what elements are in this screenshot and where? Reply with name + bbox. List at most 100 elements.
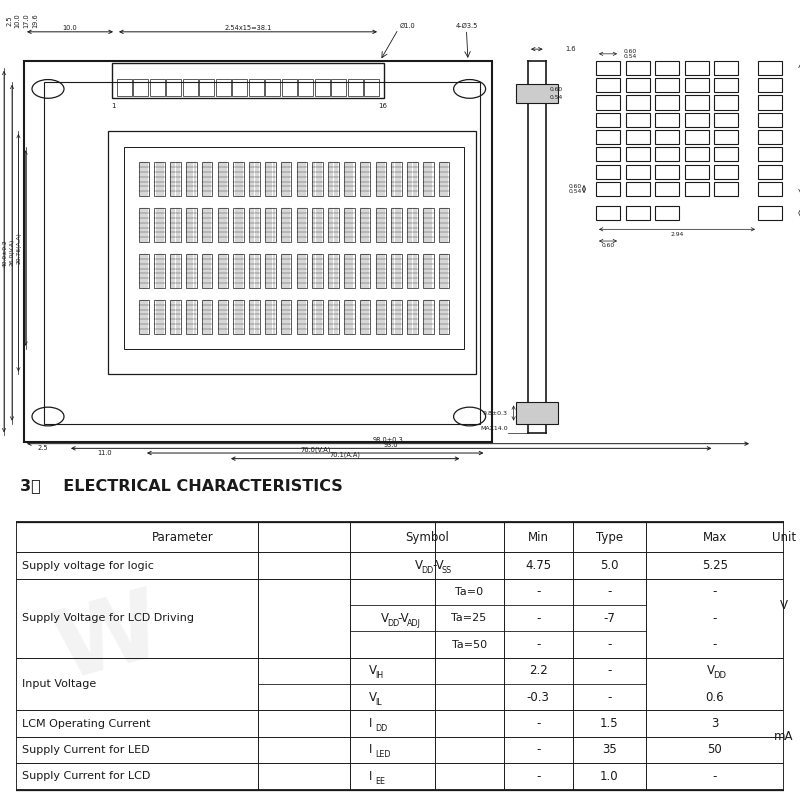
Text: 17.0: 17.0 — [23, 14, 30, 29]
Bar — [170, 254, 181, 288]
Bar — [186, 300, 197, 334]
Bar — [391, 162, 402, 196]
Bar — [596, 130, 620, 144]
Bar — [655, 61, 679, 75]
Text: V: V — [370, 690, 378, 704]
Text: Ø1.0: Ø1.0 — [400, 22, 416, 29]
Bar — [758, 95, 782, 110]
Text: -V: -V — [398, 612, 410, 625]
Text: -: - — [536, 638, 541, 651]
Bar — [297, 300, 307, 334]
Bar — [758, 147, 782, 162]
Bar — [714, 113, 738, 127]
Bar — [714, 147, 738, 162]
Bar — [166, 79, 181, 96]
Bar — [758, 113, 782, 127]
Bar — [249, 162, 260, 196]
Bar — [655, 113, 679, 127]
Bar — [655, 147, 679, 162]
Bar — [134, 79, 148, 96]
Bar — [596, 206, 620, 220]
Bar — [360, 254, 370, 288]
Text: -: - — [713, 586, 717, 598]
Text: -: - — [713, 638, 717, 651]
Text: -: - — [536, 743, 541, 757]
Bar — [312, 300, 323, 334]
Bar — [596, 182, 620, 196]
Bar — [438, 208, 450, 242]
Bar — [249, 79, 263, 96]
Bar — [714, 78, 738, 92]
Bar — [360, 208, 370, 242]
Bar — [360, 162, 370, 196]
Text: 4.75: 4.75 — [525, 559, 551, 572]
Bar — [117, 79, 131, 96]
Text: 2.94: 2.94 — [670, 231, 684, 237]
Bar — [186, 254, 197, 288]
Bar — [138, 162, 150, 196]
Bar — [714, 165, 738, 178]
Text: 0.60: 0.60 — [624, 49, 637, 54]
Bar — [331, 79, 346, 96]
Bar — [344, 162, 354, 196]
Bar — [202, 300, 213, 334]
Text: DD: DD — [422, 566, 434, 575]
Text: Min: Min — [528, 530, 549, 544]
Bar — [218, 254, 228, 288]
Bar — [265, 300, 276, 334]
Text: 5.0: 5.0 — [600, 559, 618, 572]
Bar — [154, 254, 165, 288]
Bar — [655, 165, 679, 178]
Text: 11.0: 11.0 — [98, 450, 112, 456]
Text: -: - — [536, 586, 541, 598]
Bar — [315, 79, 330, 96]
Bar — [202, 162, 213, 196]
Bar — [596, 61, 620, 75]
Text: -: - — [607, 586, 611, 598]
Bar — [124, 147, 464, 349]
Bar — [626, 182, 650, 196]
Bar — [234, 254, 244, 288]
Bar — [328, 162, 339, 196]
Bar — [407, 162, 418, 196]
Bar — [375, 300, 386, 334]
Bar — [344, 254, 354, 288]
Bar — [265, 208, 276, 242]
Bar — [202, 254, 213, 288]
Text: -: - — [536, 612, 541, 625]
Bar — [183, 79, 198, 96]
Text: Unit: Unit — [772, 530, 796, 544]
Text: 1.6: 1.6 — [566, 46, 576, 52]
Text: 2.5: 2.5 — [6, 16, 13, 26]
Bar — [138, 300, 150, 334]
Bar — [186, 162, 197, 196]
Bar — [626, 95, 650, 110]
Text: 4-Ø3.5: 4-Ø3.5 — [455, 22, 478, 29]
Bar — [685, 130, 709, 144]
Bar — [596, 113, 620, 127]
Text: 0.60: 0.60 — [569, 184, 582, 189]
Bar — [407, 254, 418, 288]
Bar — [249, 254, 260, 288]
Bar — [233, 79, 247, 96]
Bar — [281, 162, 291, 196]
Text: 3、    ELECTRICAL CHARACTERISTICS: 3、 ELECTRICAL CHARACTERISTICS — [20, 478, 342, 494]
Bar — [328, 254, 339, 288]
Text: 70.1(A.A): 70.1(A.A) — [330, 452, 361, 458]
Text: 16: 16 — [378, 103, 387, 110]
Text: Max: Max — [702, 530, 727, 544]
Text: -7: -7 — [603, 612, 615, 625]
Text: -: - — [713, 612, 717, 625]
Bar — [154, 208, 165, 242]
Bar — [186, 208, 197, 242]
Bar — [685, 113, 709, 127]
Text: V: V — [780, 598, 788, 611]
Bar — [391, 254, 402, 288]
Text: DD: DD — [387, 618, 399, 628]
Bar — [758, 130, 782, 144]
Bar — [714, 61, 738, 75]
Text: I: I — [370, 743, 373, 757]
Bar — [714, 95, 738, 110]
Bar — [154, 162, 165, 196]
Bar — [407, 208, 418, 242]
